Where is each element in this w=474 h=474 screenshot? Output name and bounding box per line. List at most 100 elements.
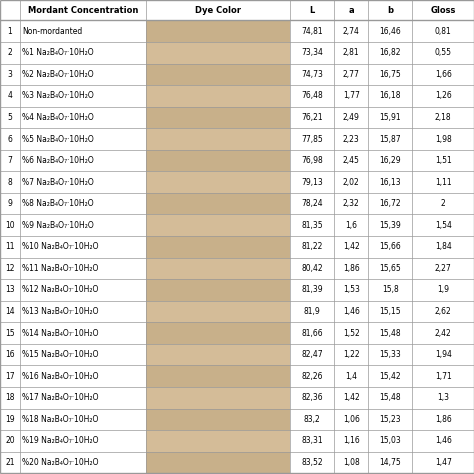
Text: 1,42: 1,42 (343, 242, 360, 251)
Bar (0, 365, 474, 387)
Bar (0, 322, 474, 344)
Text: 0,81: 0,81 (435, 27, 452, 36)
Text: 2,77: 2,77 (343, 70, 360, 79)
Bar (146, 430, 290, 452)
Text: 16,13: 16,13 (380, 178, 401, 187)
Bar (0, 236, 474, 258)
Text: 15,03: 15,03 (380, 437, 401, 446)
Text: 1,46: 1,46 (435, 437, 452, 446)
Text: 2: 2 (8, 48, 12, 57)
Text: 8: 8 (8, 178, 12, 187)
Text: 7: 7 (8, 156, 12, 165)
Text: 73,34: 73,34 (301, 48, 323, 57)
Text: 1,22: 1,22 (343, 350, 360, 359)
Bar (146, 150, 290, 172)
Text: 6: 6 (8, 135, 12, 144)
Bar (0, 128, 474, 150)
Bar (0, 42, 474, 64)
Text: %18 Na₂B₄O₇·10H₂O: %18 Na₂B₄O₇·10H₂O (22, 415, 99, 424)
Text: %1 Na₂B₄O₇·10H₂O: %1 Na₂B₄O₇·10H₂O (22, 48, 94, 57)
Text: %7 Na₂B₄O₇·10H₂O: %7 Na₂B₄O₇·10H₂O (22, 178, 94, 187)
Text: 2: 2 (441, 199, 446, 208)
Text: 1,4: 1,4 (345, 372, 357, 381)
Text: 81,39: 81,39 (301, 285, 323, 294)
Text: %5 Na₂B₄O₇·10H₂O: %5 Na₂B₄O₇·10H₂O (22, 135, 94, 144)
Text: 77,85: 77,85 (301, 135, 323, 144)
Text: 19: 19 (5, 415, 15, 424)
Text: 2,42: 2,42 (435, 328, 452, 337)
Text: 10: 10 (5, 221, 15, 230)
Text: 0,55: 0,55 (435, 48, 452, 57)
Bar (0, 20, 474, 42)
Bar (0, 64, 474, 85)
Text: 12: 12 (5, 264, 15, 273)
Text: 15: 15 (5, 328, 15, 337)
Bar (146, 236, 290, 258)
Text: 15,42: 15,42 (380, 372, 401, 381)
Text: 1,51: 1,51 (435, 156, 452, 165)
Bar (0, 409, 474, 430)
Text: 17: 17 (5, 372, 15, 381)
Bar (0, 301, 474, 322)
Text: %15 Na₂B₄O₇·10H₂O: %15 Na₂B₄O₇·10H₂O (22, 350, 99, 359)
Text: 81,66: 81,66 (301, 328, 323, 337)
Text: 2,23: 2,23 (343, 135, 360, 144)
Bar (146, 85, 290, 107)
Text: 83,2: 83,2 (304, 415, 320, 424)
Text: 15,23: 15,23 (380, 415, 401, 424)
Text: 21: 21 (5, 458, 15, 467)
Text: 1,86: 1,86 (343, 264, 360, 273)
Bar (146, 452, 290, 473)
Text: 16,29: 16,29 (380, 156, 401, 165)
Bar (146, 387, 290, 409)
Text: Gloss: Gloss (430, 6, 456, 15)
Bar (0, 430, 474, 452)
Text: %20 Na₂B₄O₇·10H₂O: %20 Na₂B₄O₇·10H₂O (22, 458, 99, 467)
Bar (0, 172, 474, 193)
Bar (146, 279, 290, 301)
Bar (146, 215, 290, 236)
Text: %17 Na₂B₄O₇·10H₂O: %17 Na₂B₄O₇·10H₂O (22, 393, 99, 402)
Text: 1,3: 1,3 (437, 393, 449, 402)
Text: L: L (310, 6, 315, 15)
Text: %14 Na₂B₄O₇·10H₂O: %14 Na₂B₄O₇·10H₂O (22, 328, 99, 337)
Bar (146, 107, 290, 128)
Text: 15,66: 15,66 (380, 242, 401, 251)
Text: 83,31: 83,31 (301, 437, 323, 446)
Text: 2,62: 2,62 (435, 307, 452, 316)
Text: 16,75: 16,75 (380, 70, 401, 79)
Bar (146, 172, 290, 193)
Text: 1,16: 1,16 (343, 437, 360, 446)
Text: %13 Na₂B₄O₇·10H₂O: %13 Na₂B₄O₇·10H₂O (22, 307, 99, 316)
Text: 1,26: 1,26 (435, 91, 452, 100)
Text: 76,98: 76,98 (301, 156, 323, 165)
Text: %9 Na₂B₄O₇·10H₂O: %9 Na₂B₄O₇·10H₂O (22, 221, 94, 230)
Bar (146, 64, 290, 85)
Text: 15,87: 15,87 (380, 135, 401, 144)
Text: %4 Na₂B₄O₇·10H₂O: %4 Na₂B₄O₇·10H₂O (22, 113, 94, 122)
Text: Non-mordanted: Non-mordanted (22, 27, 82, 36)
Text: %16 Na₂B₄O₇·10H₂O: %16 Na₂B₄O₇·10H₂O (22, 372, 99, 381)
Bar (146, 42, 290, 64)
Text: 78,24: 78,24 (301, 199, 323, 208)
Text: 1,42: 1,42 (343, 393, 360, 402)
Text: 9: 9 (8, 199, 12, 208)
Text: 1,77: 1,77 (343, 91, 360, 100)
Bar (0, 344, 474, 365)
Text: %11 Na₂B₄O₇·10H₂O: %11 Na₂B₄O₇·10H₂O (22, 264, 99, 273)
Text: 2,27: 2,27 (435, 264, 452, 273)
Text: %10 Na₂B₄O₇·10H₂O: %10 Na₂B₄O₇·10H₂O (22, 242, 99, 251)
Text: 16,72: 16,72 (380, 199, 401, 208)
Bar (146, 344, 290, 365)
Bar (0, 107, 474, 128)
Text: %12 Na₂B₄O₇·10H₂O: %12 Na₂B₄O₇·10H₂O (22, 285, 99, 294)
Bar (0, 387, 474, 409)
Text: 83,52: 83,52 (301, 458, 323, 467)
Text: 1,94: 1,94 (435, 350, 452, 359)
Text: %3 Na₂B₄O₇·10H₂O: %3 Na₂B₄O₇·10H₂O (22, 91, 94, 100)
Text: 2,49: 2,49 (343, 113, 360, 122)
Text: 14: 14 (5, 307, 15, 316)
Text: 1,54: 1,54 (435, 221, 452, 230)
Bar (146, 193, 290, 215)
Text: %19 Na₂B₄O₇·10H₂O: %19 Na₂B₄O₇·10H₂O (22, 437, 99, 446)
